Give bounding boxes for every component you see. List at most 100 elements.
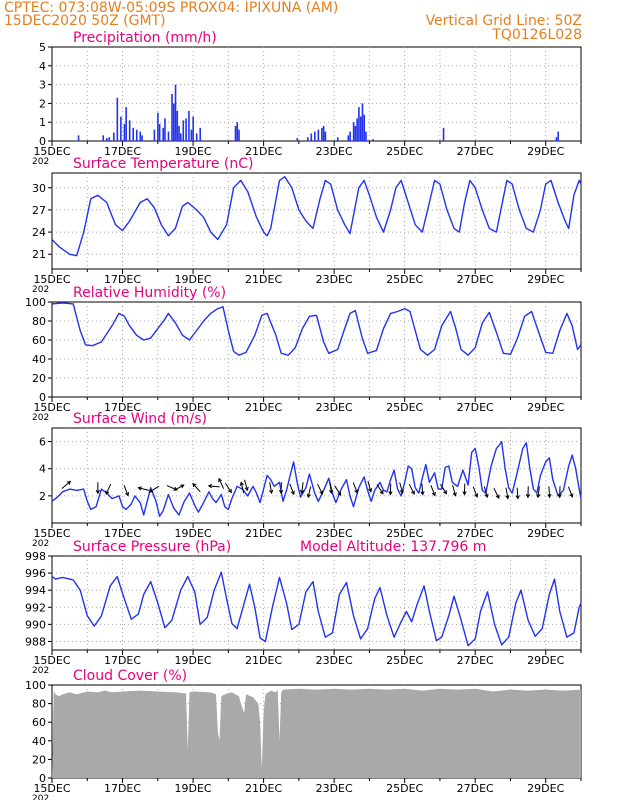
rh-year-label: 202 bbox=[32, 413, 49, 423]
wind-arrow bbox=[452, 484, 457, 497]
rh-xtick-label: 15DEC bbox=[33, 401, 70, 414]
wind-arrow-shaft bbox=[452, 484, 456, 496]
wind-arrow bbox=[289, 483, 295, 496]
cloud-ytick-label: 100 bbox=[25, 679, 46, 692]
wind-arrow-shaft bbox=[472, 486, 478, 498]
wind-arrow bbox=[515, 487, 520, 500]
precip-year-label: 202 bbox=[32, 157, 49, 167]
wind-arrow bbox=[352, 482, 359, 494]
wind-arrow-head bbox=[443, 490, 447, 495]
precip-ytick-label: 5 bbox=[39, 41, 46, 54]
wind-xtick-label: 21DEC bbox=[245, 527, 282, 540]
wind-arrow bbox=[505, 487, 510, 500]
precip-bar bbox=[365, 131, 367, 141]
wind-arrow-head bbox=[547, 493, 552, 499]
precip-bar bbox=[180, 133, 182, 141]
pres-title: Surface Pressure (hPa) bbox=[73, 539, 231, 555]
wind-arrow bbox=[388, 483, 393, 496]
wind-arrow-shaft bbox=[430, 485, 436, 496]
wind-xtick-label: 15DEC bbox=[33, 527, 70, 540]
wind-arrow bbox=[483, 486, 489, 499]
precip-bar bbox=[363, 114, 366, 141]
wind-arrow bbox=[462, 483, 467, 496]
wind-xtick-label: 29DEC bbox=[527, 527, 564, 540]
wind-arrow bbox=[279, 482, 284, 495]
wind-arrow bbox=[123, 485, 129, 497]
cloud-year-label: 202 bbox=[32, 794, 49, 800]
wind-xtick-label: 19DEC bbox=[175, 527, 212, 540]
precip-bar bbox=[234, 125, 237, 141]
precip-title: Precipitation (mm/h) bbox=[73, 30, 217, 46]
header-model-code: TQ0126L028 bbox=[492, 27, 582, 43]
wind-arrow bbox=[367, 480, 373, 493]
header-date-line: 15DEC2020 50Z (GMT) bbox=[4, 13, 166, 29]
wind-arrow-head bbox=[368, 488, 373, 493]
precip-bar bbox=[190, 129, 193, 141]
wind-arrow-shaft bbox=[307, 486, 312, 498]
wind-arrow bbox=[299, 482, 305, 495]
wind-arrow-head bbox=[337, 491, 342, 496]
precip-bar bbox=[322, 125, 325, 141]
precip-bar bbox=[296, 138, 299, 141]
precip-xtick-label: 15DEC bbox=[33, 145, 70, 158]
wind-arrow-shaft bbox=[352, 482, 358, 494]
wind-arrow-head bbox=[125, 492, 129, 497]
temp-title: Surface Temperature (nC) bbox=[73, 156, 254, 172]
wind-arrow-head bbox=[306, 493, 311, 499]
precip-bar bbox=[141, 135, 143, 141]
wind-arrow-head bbox=[525, 493, 531, 499]
precip-bar bbox=[172, 103, 175, 141]
wind-arrow-head bbox=[180, 484, 185, 489]
wind-arrow-head bbox=[137, 486, 142, 491]
cloud-xtick-label: 27DEC bbox=[457, 782, 494, 795]
precip-bar bbox=[442, 127, 445, 141]
wind-arrow bbox=[472, 486, 479, 498]
cloud-xtick-label: 19DEC bbox=[175, 782, 212, 795]
wind-title: Surface Wind (m/s) bbox=[73, 411, 207, 427]
wind-arrow-head bbox=[148, 488, 154, 493]
wind-arrow bbox=[244, 479, 249, 492]
wind-arrow-head bbox=[207, 484, 213, 489]
precip-xtick-label: 27DEC bbox=[457, 145, 494, 158]
precip-bar bbox=[356, 118, 358, 141]
temp-xtick-label: 27DEC bbox=[457, 273, 494, 286]
wind-arrow-shaft bbox=[149, 485, 160, 493]
pres-ytick-label: 998 bbox=[25, 550, 46, 563]
wind-arrow bbox=[218, 477, 225, 489]
precip-bar bbox=[195, 133, 198, 141]
pres-xtick-label: 27DEC bbox=[457, 654, 494, 667]
wind-arrow-shaft bbox=[317, 483, 323, 495]
precip-bar bbox=[77, 135, 80, 141]
wind-arrow-head bbox=[399, 489, 404, 495]
wind-arrow-head bbox=[431, 492, 436, 497]
temp-xtick-label: 15DEC bbox=[33, 273, 70, 286]
precip-bar bbox=[105, 138, 108, 141]
precip-bar bbox=[238, 129, 240, 141]
pres-ytick-label: 994 bbox=[25, 584, 46, 597]
wind-arrow bbox=[61, 480, 72, 489]
precip-bar bbox=[306, 137, 309, 141]
temp-ytick-label: 24 bbox=[32, 226, 46, 239]
pres-ytick-label: 996 bbox=[25, 567, 46, 580]
wind-arrow bbox=[440, 484, 447, 495]
wind-arrow-shaft bbox=[493, 488, 500, 499]
precip-bar bbox=[158, 124, 161, 141]
pres-year-label: 202 bbox=[32, 666, 49, 676]
rh-ytick-label: 60 bbox=[32, 334, 46, 347]
precip-bar bbox=[120, 116, 122, 141]
wind-arrow bbox=[430, 485, 436, 497]
rh-panel: 0 20 40 60 80 100 15DEC 17DEC 19DEC 21DEC 23DEC 25D… bbox=[25, 285, 582, 423]
wind-arrow bbox=[105, 483, 112, 496]
wind-arrow-shaft bbox=[138, 487, 150, 491]
wind-arrow-shaft bbox=[399, 482, 404, 494]
wind-arrow-head bbox=[462, 491, 467, 496]
temp-frame bbox=[51, 172, 582, 270]
wind-arrow-shaft bbox=[208, 485, 220, 488]
precip-bar bbox=[123, 124, 126, 141]
temp-ytick-label: 21 bbox=[32, 248, 46, 261]
wind-arrow-head bbox=[484, 493, 489, 499]
cloud-ytick-label: 40 bbox=[32, 735, 46, 748]
wind-arrow-head bbox=[269, 489, 274, 495]
wind-arrow-shaft bbox=[269, 482, 273, 494]
rh-ytick-label: 20 bbox=[32, 372, 46, 385]
